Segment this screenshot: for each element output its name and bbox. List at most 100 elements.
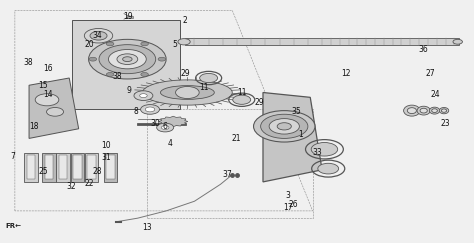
Polygon shape (263, 93, 322, 182)
Polygon shape (185, 38, 459, 45)
Text: 4: 4 (167, 139, 173, 148)
Text: 38: 38 (23, 58, 33, 67)
Circle shape (99, 45, 156, 74)
Text: 35: 35 (291, 107, 301, 116)
FancyBboxPatch shape (73, 155, 82, 180)
FancyBboxPatch shape (71, 153, 84, 182)
FancyBboxPatch shape (87, 155, 96, 180)
Circle shape (178, 39, 190, 45)
Text: 9: 9 (127, 86, 132, 95)
Ellipse shape (417, 106, 430, 115)
Circle shape (318, 163, 338, 174)
FancyBboxPatch shape (59, 155, 67, 180)
Text: 36: 36 (419, 44, 428, 53)
Text: 37: 37 (223, 170, 232, 179)
Text: 32: 32 (67, 182, 76, 191)
Text: 13: 13 (142, 223, 152, 232)
Text: 7: 7 (10, 152, 15, 161)
Text: 11: 11 (199, 83, 209, 92)
Text: 24: 24 (431, 90, 440, 99)
Text: 20: 20 (85, 40, 94, 49)
Text: 25: 25 (38, 166, 48, 175)
Text: FR←: FR← (5, 223, 21, 229)
Ellipse shape (143, 80, 232, 105)
Ellipse shape (233, 95, 251, 104)
Text: 5: 5 (172, 40, 177, 49)
Circle shape (106, 42, 114, 46)
Text: 30: 30 (151, 119, 161, 128)
Text: 27: 27 (426, 69, 436, 78)
Circle shape (141, 72, 148, 76)
Circle shape (146, 107, 155, 112)
Ellipse shape (441, 109, 447, 112)
Text: 14: 14 (43, 90, 53, 99)
Text: 22: 22 (85, 179, 94, 188)
Text: 6: 6 (162, 122, 167, 131)
FancyBboxPatch shape (45, 155, 53, 180)
Circle shape (46, 107, 64, 116)
Ellipse shape (160, 86, 214, 99)
Circle shape (123, 57, 132, 61)
Circle shape (158, 57, 165, 61)
Text: 1: 1 (299, 130, 303, 139)
Text: 26: 26 (289, 200, 299, 209)
Circle shape (89, 57, 97, 61)
FancyBboxPatch shape (42, 153, 55, 182)
Circle shape (269, 119, 300, 134)
Text: 17: 17 (283, 203, 293, 212)
Polygon shape (29, 78, 79, 139)
Text: 34: 34 (93, 31, 102, 40)
Circle shape (117, 54, 138, 64)
FancyBboxPatch shape (56, 153, 70, 182)
Text: 2: 2 (182, 16, 187, 25)
FancyBboxPatch shape (106, 155, 115, 180)
Text: 16: 16 (43, 64, 53, 73)
Ellipse shape (420, 108, 428, 113)
Circle shape (109, 50, 146, 69)
Circle shape (106, 72, 114, 76)
Text: 10: 10 (101, 141, 110, 150)
Ellipse shape (403, 105, 420, 116)
Circle shape (311, 143, 337, 156)
FancyBboxPatch shape (85, 153, 98, 182)
Ellipse shape (407, 108, 417, 113)
Circle shape (140, 94, 147, 98)
Text: 15: 15 (38, 81, 48, 90)
Text: 23: 23 (440, 119, 450, 128)
Polygon shape (158, 116, 188, 127)
Text: 21: 21 (231, 134, 241, 143)
Circle shape (261, 114, 308, 139)
Circle shape (35, 94, 59, 106)
Text: 28: 28 (93, 166, 102, 175)
Circle shape (141, 42, 148, 46)
Text: 29: 29 (255, 98, 264, 107)
Text: 3: 3 (286, 191, 291, 200)
Circle shape (254, 111, 315, 142)
Text: 33: 33 (312, 148, 322, 157)
Text: 31: 31 (101, 153, 111, 162)
Circle shape (175, 87, 199, 99)
Circle shape (277, 123, 292, 130)
Circle shape (156, 123, 173, 132)
Text: 12: 12 (341, 69, 350, 78)
Circle shape (141, 104, 159, 114)
FancyBboxPatch shape (104, 153, 117, 182)
Circle shape (161, 126, 169, 130)
Ellipse shape (429, 107, 440, 114)
Ellipse shape (200, 73, 218, 83)
Circle shape (90, 31, 107, 40)
FancyBboxPatch shape (128, 16, 133, 17)
Text: 8: 8 (134, 107, 138, 116)
Polygon shape (72, 20, 180, 109)
Ellipse shape (432, 109, 438, 113)
Text: 29: 29 (180, 69, 190, 78)
FancyBboxPatch shape (24, 153, 37, 182)
Circle shape (453, 39, 463, 44)
Circle shape (134, 91, 153, 100)
Text: 38: 38 (113, 72, 122, 81)
Text: 18: 18 (29, 122, 38, 131)
Ellipse shape (439, 107, 449, 114)
FancyBboxPatch shape (27, 155, 35, 180)
Circle shape (89, 39, 166, 79)
Text: 11: 11 (237, 88, 246, 97)
